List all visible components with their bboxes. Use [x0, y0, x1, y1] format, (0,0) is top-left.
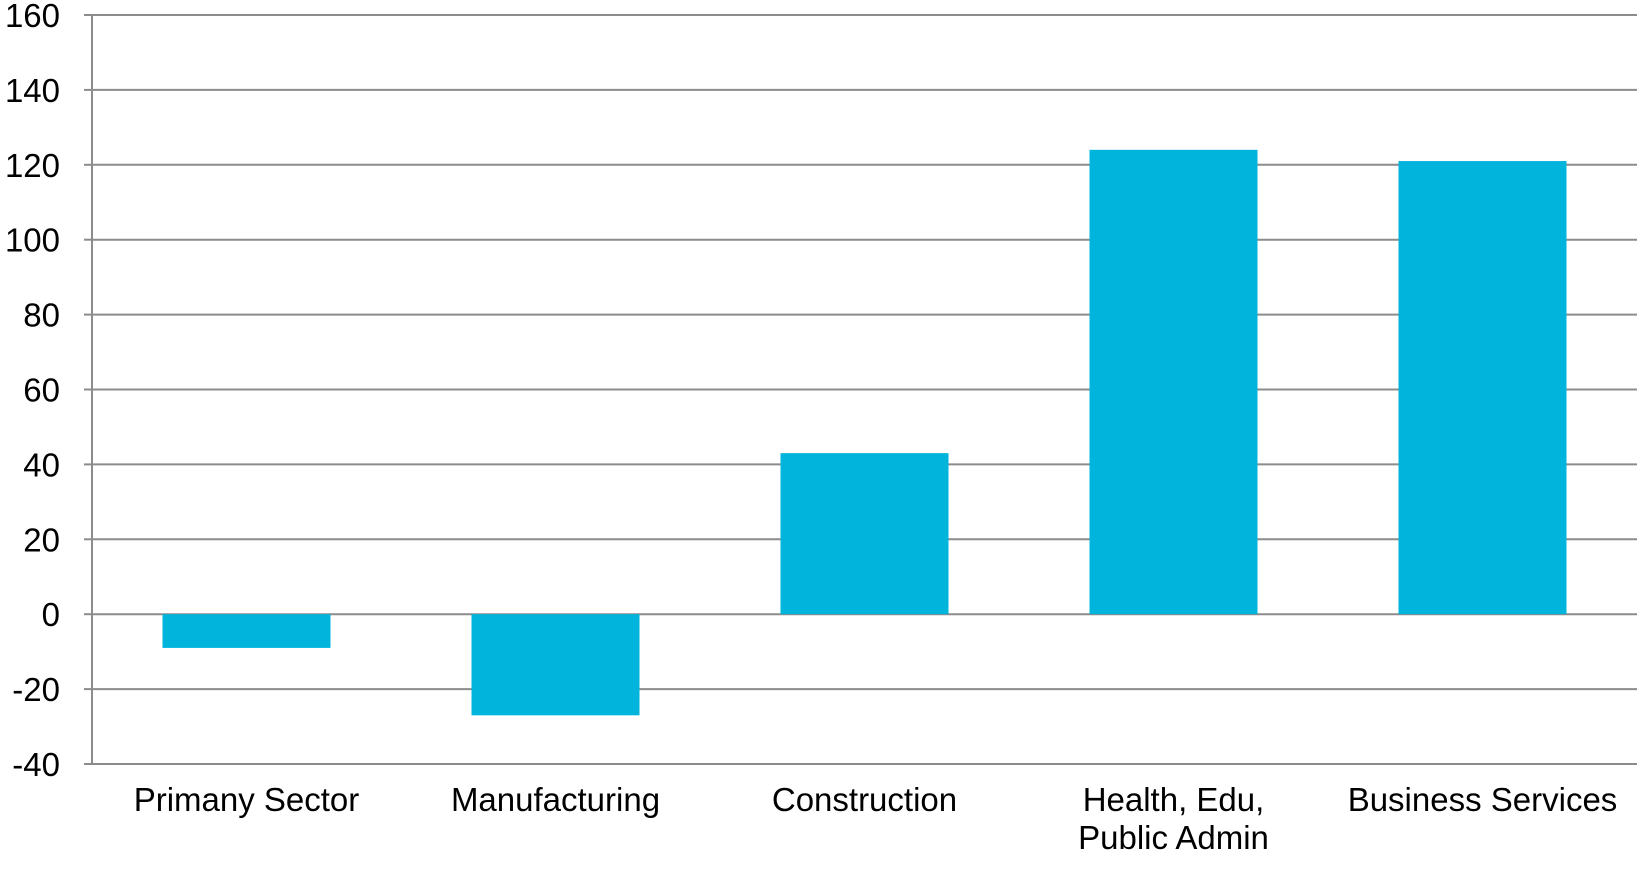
y-tick-label: 120	[5, 147, 60, 184]
bar	[162, 614, 331, 648]
bar	[1089, 149, 1258, 615]
y-tick-label: -20	[12, 671, 60, 708]
y-tick-label: 0	[42, 596, 60, 633]
y-tick-label: 140	[5, 72, 60, 109]
y-tick-label: 40	[23, 446, 60, 483]
y-tick-label: -40	[12, 746, 60, 783]
x-tick-label: Health, Edu, Public Admin	[1078, 781, 1269, 856]
bar	[1398, 161, 1567, 615]
y-tick-label: 60	[23, 372, 60, 409]
x-tick-label: Business Services	[1348, 781, 1618, 818]
x-tick-label: Construction	[772, 781, 957, 818]
y-tick-label: 100	[5, 222, 60, 259]
x-tick-label: Primany Sector	[134, 781, 360, 818]
axes	[84, 14, 93, 765]
bar	[471, 614, 640, 716]
y-tick-labels: -40 -20 0 20 40 60 80 100 120 140 160	[5, 0, 60, 783]
x-tick-labels: Primany Sector Manufacturing Construction H…	[134, 781, 1618, 856]
y-tick-label: 160	[5, 0, 60, 34]
bar	[780, 453, 949, 615]
x-tick-label: Manufacturing	[451, 781, 660, 818]
bars	[162, 149, 1567, 716]
y-tick-label: 80	[23, 297, 60, 334]
y-tick-label: 20	[23, 521, 60, 558]
